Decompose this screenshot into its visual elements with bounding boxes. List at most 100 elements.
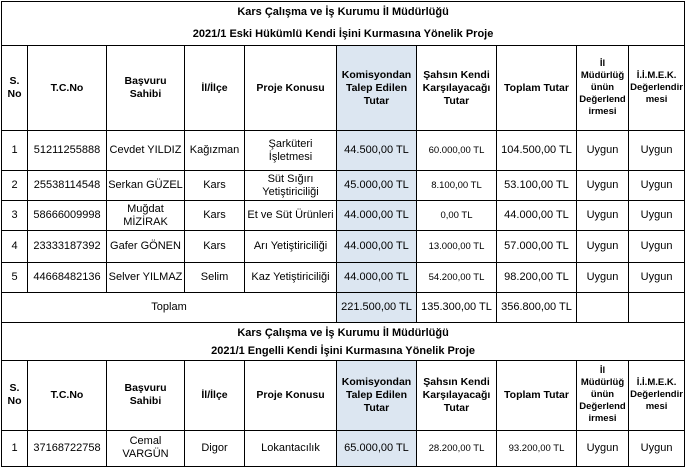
table-cell: Digor (184, 429, 245, 467)
table-cell: 1 (1, 130, 28, 171)
table-cell: 1 (1, 429, 28, 467)
total-value: 356.800,00 TL (496, 292, 577, 323)
subtitle-row: 2021/1 Eski Hükümlü Kendi İşini Kurmasın… (0, 23, 686, 46)
table-cell: Süt Sığırı Yetiştiriciliği (244, 170, 337, 201)
table-cell: Et ve Süt Ürünleri (244, 200, 337, 231)
table-cell: 58666009998 (27, 200, 107, 231)
table-cell: Gafer GÖNEN (106, 230, 185, 263)
table-cell: Arı Yetiştiriciliği (244, 230, 337, 263)
table-cell: 98.200,00 TL (496, 262, 577, 293)
table-cell: 44.500,00 TL (336, 130, 417, 171)
table-cell: 0,00 TL (416, 200, 497, 231)
table-cell: 44.000,00 TL (336, 262, 417, 293)
table-cell: Uygun (627, 262, 686, 293)
table-cell: Uygun (576, 429, 629, 467)
column-header: Proje Konusu (244, 359, 337, 431)
table-cell: 54.200,00 TL (416, 262, 497, 293)
data-row: 4 23333187392 Gafer GÖNEN Kars Arı Yetiştiri… (1, 230, 686, 263)
column-header: S. No (1, 45, 28, 131)
table-cell: Şarküteri İşletmesi (244, 130, 337, 171)
header-row: S. No T.C.No Başvuru Sahibi İl/İlçe Proje Ko… (1, 359, 686, 431)
column-header: Komisyondan Talep Edilen Tutar (336, 359, 417, 431)
title-row: Kars Çalışma ve İş Kurumu İl Müdürlüğü (0, 1, 686, 24)
table-cell: 25538114548 (27, 170, 107, 201)
table-cell: Uygun (576, 262, 629, 293)
section-subtitle: 2021/1 Engelli Kendi İşini Kurmasına Yön… (0, 343, 686, 361)
table-cell: 8.100,00 TL (416, 170, 497, 201)
column-header: Şahsın Kendi Karşılayacağı Tutar (416, 359, 497, 431)
column-header: İl Müdürlüğünün Değerlendirmesi (576, 359, 629, 431)
table-cell: Selim (184, 262, 245, 293)
column-header: T.C.No (27, 359, 107, 431)
subtitle-row: 2021/1 Engelli Kendi İşini Kurmasına Yön… (0, 343, 686, 361)
data-row: 3 58666009998 Muğdat MİZİRAK Kars Et ve Süt … (1, 200, 686, 231)
column-header: Başvuru Sahibi (106, 359, 185, 431)
table-cell: 57.000,00 TL (496, 230, 577, 263)
section-title: Kars Çalışma ve İş Kurumu İl Müdürlüğü (0, 1, 686, 24)
column-header: İl/İlçe (184, 45, 245, 131)
total-value: 221.500,00 TL (336, 292, 417, 323)
table-cell: 28.200,00 TL (416, 429, 497, 467)
table-cell: 51211255888 (27, 130, 107, 171)
table-cell: 3 (1, 200, 28, 231)
table-cell: 45.000,00 TL (336, 170, 417, 201)
empty-cell (576, 292, 629, 323)
section-title: Kars Çalışma ve İş Kurumu İl Müdürlüğü (0, 322, 686, 343)
table-cell: 44668482136 (27, 262, 107, 293)
title-row: Kars Çalışma ve İş Kurumu İl Müdürlüğü (0, 322, 686, 343)
table-cell: 65.000,00 TL (336, 429, 417, 467)
table-cell: Kars (184, 230, 245, 263)
table-cell: 60.000,00 TL (416, 130, 497, 171)
table-cell: 44.000,00 TL (336, 230, 417, 263)
table-cell: Kars (184, 200, 245, 231)
table-cell: Uygun (576, 170, 629, 201)
table-cell: Lokantacılık (244, 429, 337, 467)
total-label: Toplam (1, 292, 337, 323)
total-value: 135.300,00 TL (416, 292, 497, 323)
data-row: 1 37168722758 Cemal VARGÜN Digor Lokantacılı… (1, 429, 686, 467)
table-cell: 23333187392 (27, 230, 107, 263)
column-header: S. No (1, 359, 28, 431)
column-header: İl/İlçe (184, 359, 245, 431)
table-cell: Kağızman (184, 130, 245, 171)
header-row: S. No T.C.No Başvuru Sahibi İl/İlçe Proje Ko… (1, 45, 686, 131)
table-cell: 44.000,00 TL (496, 200, 577, 231)
column-header: Toplam Tutar (496, 45, 577, 131)
table-cell: Muğdat MİZİRAK (106, 200, 185, 231)
data-row: 5 44668482136 Selver YILMAZ Selim Kaz Yetişt… (1, 262, 686, 293)
table-cell: 2 (1, 170, 28, 201)
table-cell: 53.100,00 TL (496, 170, 577, 201)
table-cell: Uygun (627, 230, 686, 263)
column-header: İ.İ.M.E.K. Değerlendirmesi (627, 359, 686, 431)
total-row: Toplam 221.500,00 TL 135.300,00 TL 356.800,… (1, 292, 686, 323)
table-cell: 93.200,00 TL (496, 429, 577, 467)
table-cell: 44.000,00 TL (336, 200, 417, 231)
table-cell: Uygun (627, 170, 686, 201)
table-cell: Uygun (627, 130, 686, 171)
table-cell: Uygun (627, 429, 686, 467)
data-row: 2 25538114548 Serkan GÜZEL Kars Süt Sığırı Y… (1, 170, 686, 201)
section-subtitle: 2021/1 Eski Hükümlü Kendi İşini Kurmasın… (0, 23, 686, 46)
column-header: Proje Konusu (244, 45, 337, 131)
table-cell: 13.000,00 TL (416, 230, 497, 263)
table-cell: Selver YILMAZ (106, 262, 185, 293)
table-cell: Cevdet YILDIZ (106, 130, 185, 171)
column-header: İ.İ.M.E.K. Değerlendirmesi (627, 45, 686, 131)
table-cell: Cemal VARGÜN (106, 429, 185, 467)
column-header: Toplam Tutar (496, 359, 577, 431)
column-header: İl Müdürlüğünün Değerlendirmesi (576, 45, 629, 131)
table-cell: Uygun (576, 130, 629, 171)
table-cell: 5 (1, 262, 28, 293)
table-cell: Uygun (627, 200, 686, 231)
table-cell: Kaz Yetiştiriciliği (244, 262, 337, 293)
table-cell: 4 (1, 230, 28, 263)
table-cell: Serkan GÜZEL (106, 170, 185, 201)
data-row: 1 51211255888 Cevdet YILDIZ Kağızman Şarküte… (1, 130, 686, 171)
table-cell: Uygun (576, 230, 629, 263)
table-cell: 104.500,00 TL (496, 130, 577, 171)
column-header: Şahsın Kendi Karşılayacağı Tutar (416, 45, 497, 131)
column-header: Başvuru Sahibi (106, 45, 185, 131)
table-cell: 37168722758 (27, 429, 107, 467)
